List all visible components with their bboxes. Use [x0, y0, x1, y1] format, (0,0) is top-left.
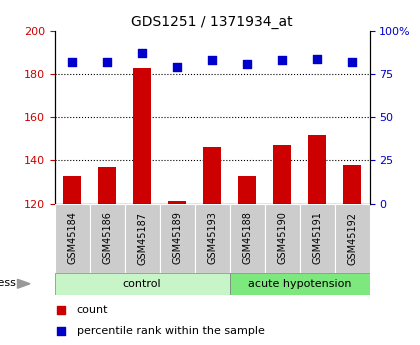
Text: GSM45188: GSM45188 — [242, 211, 252, 265]
Bar — [230, 273, 370, 295]
Bar — [203, 148, 221, 204]
Text: control: control — [123, 279, 161, 289]
Bar — [308, 135, 326, 204]
Text: stress: stress — [0, 278, 16, 288]
Bar — [265, 204, 299, 273]
Text: percentile rank within the sample: percentile rank within the sample — [77, 326, 265, 336]
Bar — [335, 204, 370, 273]
Point — [69, 59, 76, 65]
Text: GSM45191: GSM45191 — [312, 211, 322, 265]
Point — [244, 61, 250, 67]
Bar — [134, 68, 151, 204]
Bar — [55, 273, 230, 295]
Text: GSM45187: GSM45187 — [137, 211, 147, 265]
Bar — [98, 167, 116, 204]
Point — [314, 56, 320, 61]
Bar — [344, 165, 361, 204]
Bar — [63, 176, 81, 204]
Text: GSM45189: GSM45189 — [172, 211, 182, 265]
Bar — [299, 204, 335, 273]
Bar — [125, 204, 160, 273]
Bar — [89, 204, 125, 273]
Text: count: count — [77, 305, 108, 315]
Polygon shape — [18, 279, 30, 288]
Point — [174, 65, 181, 70]
Bar — [273, 145, 291, 204]
Text: GSM45190: GSM45190 — [277, 211, 287, 265]
Text: GSM45186: GSM45186 — [102, 211, 112, 265]
Bar — [239, 176, 256, 204]
Bar — [168, 201, 186, 204]
Text: GSM45192: GSM45192 — [347, 211, 357, 265]
Bar — [55, 204, 89, 273]
Title: GDS1251 / 1371934_at: GDS1251 / 1371934_at — [131, 14, 293, 29]
Bar — [230, 204, 265, 273]
Point — [279, 58, 286, 63]
Text: GSM45193: GSM45193 — [207, 211, 217, 265]
Point — [139, 51, 145, 56]
Point — [58, 307, 64, 313]
Point — [58, 328, 64, 334]
Text: GSM45184: GSM45184 — [67, 211, 77, 265]
Text: acute hypotension: acute hypotension — [248, 279, 352, 289]
Point — [349, 59, 355, 65]
Point — [209, 58, 215, 63]
Bar — [194, 204, 230, 273]
Point — [104, 59, 110, 65]
Bar — [160, 204, 194, 273]
